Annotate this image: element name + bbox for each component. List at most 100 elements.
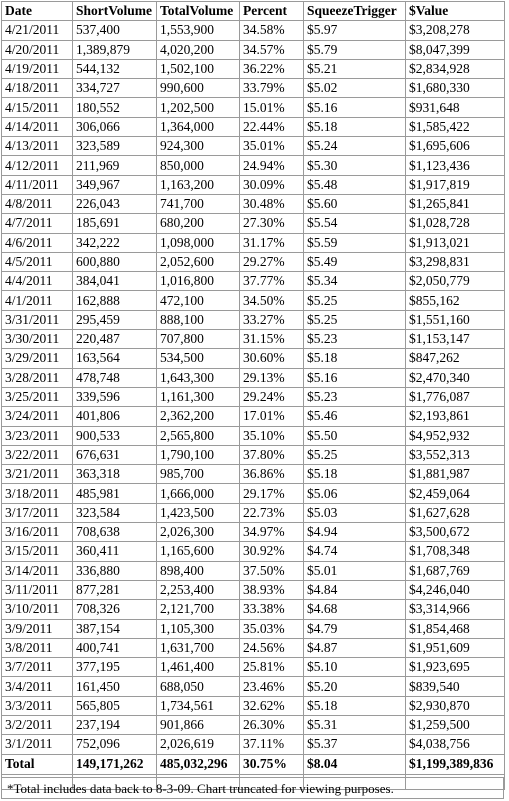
short-volume-cell: 360,411 xyxy=(72,541,157,562)
table-row: 4/8/2011 226,043 741,700 30.48% $5.60 $1,265,… xyxy=(1,193,505,215)
short-volume-cell: 1,389,879 xyxy=(72,39,157,60)
table-row: 3/18/2011 485,981 1,666,000 29.17% $5.06 $2,4… xyxy=(1,483,505,504)
table-row: 4/15/2011 180,552 1,202,500 15.01% $5.16 $931… xyxy=(1,97,505,118)
percent-cell: 35.03% xyxy=(239,618,304,639)
short-volume-cell: 342,222 xyxy=(72,232,157,253)
value-cell: $1,259,500 xyxy=(405,714,505,736)
date-cell: 3/7/2011 xyxy=(1,657,73,678)
percent-cell: 33.79% xyxy=(239,78,304,99)
squeeze-trigger-cell: $4.94 xyxy=(303,522,406,543)
percent-cell: 22.44% xyxy=(239,116,304,138)
total-volume-cell: 1,165,600 xyxy=(156,541,240,562)
squeeze-trigger-cell: $4.79 xyxy=(303,618,406,639)
table-row: 3/2/2011 237,194 901,866 26.30% $5.31 $1,259,… xyxy=(1,714,505,736)
value-cell: $4,246,040 xyxy=(405,579,505,601)
value-cell: $3,298,831 xyxy=(405,251,505,273)
value-cell: $931,648 xyxy=(405,97,505,118)
squeeze-trigger-cell: $4.84 xyxy=(303,579,406,601)
table-row: 3/9/2011 387,154 1,105,300 35.03% $4.79 $1,85… xyxy=(1,618,505,639)
percent-cell: 29.13% xyxy=(239,367,304,388)
percent-cell: 33.27% xyxy=(239,309,304,331)
date-cell: 3/23/2011 xyxy=(1,425,73,446)
squeeze-trigger-cell: $5.30 xyxy=(303,155,406,176)
short-volume-cell: 401,806 xyxy=(72,406,157,427)
table-row: 3/22/2011 676,631 1,790,100 37.80% $5.25 $3,5… xyxy=(1,444,505,466)
percent-cell: 35.10% xyxy=(239,425,304,446)
short-volume-cell: 323,589 xyxy=(72,136,157,157)
total-volume-cell: 1,163,200 xyxy=(156,174,240,195)
squeeze-trigger-cell: $5.54 xyxy=(303,213,406,234)
value-cell: $1,923,695 xyxy=(405,657,505,678)
total-volume-cell: 888,100 xyxy=(156,309,240,331)
value-cell: $1,585,422 xyxy=(405,116,505,138)
table-row: 4/5/2011 600,880 2,052,600 29.27% $5.49 $3,29… xyxy=(1,251,505,273)
date-cell: 3/15/2011 xyxy=(1,541,73,562)
value-cell: $4,952,932 xyxy=(405,425,505,446)
percent-cell: 37.11% xyxy=(239,734,304,755)
short-volume-cell: 565,805 xyxy=(72,695,157,716)
percent-cell: 36.86% xyxy=(239,464,304,485)
date-cell: 3/10/2011 xyxy=(1,599,73,620)
squeeze-trigger-cell: $5.59 xyxy=(303,232,406,253)
percent-cell: 37.80% xyxy=(239,444,304,466)
value-cell: $1,123,436 xyxy=(405,155,505,176)
short-volume-cell: 600,880 xyxy=(72,251,157,273)
table-row: 4/7/2011 185,691 680,200 27.30% $5.54 $1,028,… xyxy=(1,213,505,234)
total-volume-cell: 985,700 xyxy=(156,464,240,485)
date-cell: 3/28/2011 xyxy=(1,367,73,388)
squeeze-trigger-cell: $5.18 xyxy=(303,116,406,138)
table-row: 3/8/2011 400,741 1,631,700 24.56% $4.87 $1,95… xyxy=(1,637,505,659)
table-row: 3/29/2011 163,564 534,500 30.60% $5.18 $847,2… xyxy=(1,348,505,369)
header-date: Date xyxy=(1,0,73,22)
total-volume-cell: 2,121,700 xyxy=(156,599,240,620)
percent-cell: 25.81% xyxy=(239,657,304,678)
percent-cell: 22.73% xyxy=(239,502,304,524)
date-cell: 3/14/2011 xyxy=(1,560,73,581)
value-cell: $2,930,870 xyxy=(405,695,505,716)
spacer-cell xyxy=(405,774,505,791)
total-volume-cell: 2,565,800 xyxy=(156,425,240,446)
short-volume-cell: 877,281 xyxy=(72,579,157,601)
squeeze-trigger-cell: $5.21 xyxy=(303,58,406,80)
date-cell: 4/8/2011 xyxy=(1,193,73,215)
percent-cell: 30.92% xyxy=(239,541,304,562)
total-volume-cell: 2,026,300 xyxy=(156,522,240,543)
table-row: 3/16/2011 708,638 2,026,300 34.97% $4.94 $3,5… xyxy=(1,522,505,543)
total-label: Total xyxy=(1,753,73,776)
header-total-volume: TotalVolume xyxy=(156,0,240,22)
value-cell: $839,540 xyxy=(405,676,505,697)
total-volume-cell: 4,020,200 xyxy=(156,39,240,60)
squeeze-trigger-cell: $5.25 xyxy=(303,290,406,311)
percent-cell: 26.30% xyxy=(239,714,304,736)
squeeze-trigger-cell: $5.01 xyxy=(303,560,406,581)
header-row: Date ShortVolume TotalVolume Percent Squ… xyxy=(1,0,505,22)
percent-cell: 36.22% xyxy=(239,58,304,80)
date-cell: 4/19/2011 xyxy=(1,58,73,80)
date-cell: 3/25/2011 xyxy=(1,386,73,408)
short-volume-table: Date ShortVolume TotalVolume Percent Squ… xyxy=(1,0,505,791)
squeeze-trigger-cell: $5.25 xyxy=(303,309,406,331)
date-cell: 3/17/2011 xyxy=(1,502,73,524)
date-cell: 3/24/2011 xyxy=(1,406,73,427)
table-row: 3/4/2011 161,450 688,050 23.46% $5.20 $839,54… xyxy=(1,676,505,697)
table-row: 3/30/2011 220,487 707,800 31.15% $5.23 $1,153… xyxy=(1,329,505,350)
value-cell: $4,038,756 xyxy=(405,734,505,755)
date-cell: 4/18/2011 xyxy=(1,78,73,99)
value-cell: $2,459,064 xyxy=(405,483,505,504)
percent-cell: 27.30% xyxy=(239,213,304,234)
percent-cell: 30.60% xyxy=(239,348,304,369)
squeeze-trigger-cell: $5.16 xyxy=(303,367,406,388)
short-volume-cell: 226,043 xyxy=(72,193,157,215)
squeeze-trigger-cell: $5.24 xyxy=(303,136,406,157)
date-cell: 3/4/2011 xyxy=(1,676,73,697)
percent-cell: 34.97% xyxy=(239,522,304,543)
short-volume-cell: 377,195 xyxy=(72,657,157,678)
short-volume-cell: 185,691 xyxy=(72,213,157,234)
short-volume-cell: 676,631 xyxy=(72,444,157,466)
squeeze-trigger-cell: $5.79 xyxy=(303,39,406,60)
percent-cell: 29.17% xyxy=(239,483,304,504)
short-volume-cell: 752,096 xyxy=(72,734,157,755)
value-cell: $1,153,147 xyxy=(405,329,505,350)
percent-cell: 24.56% xyxy=(239,637,304,659)
short-volume-cell: 485,981 xyxy=(72,483,157,504)
